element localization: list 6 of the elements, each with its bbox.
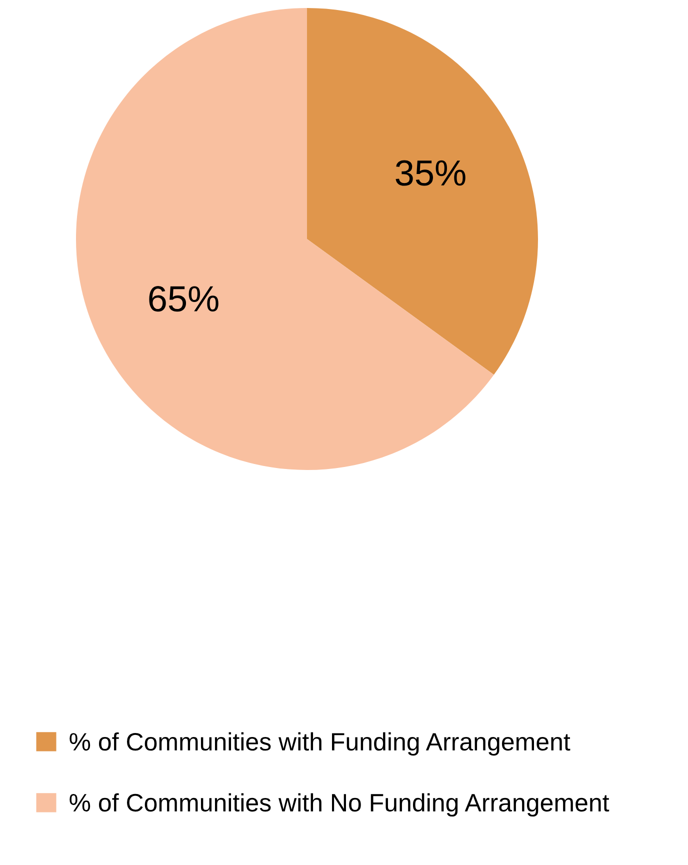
data-label: 65%: [149, 286, 218, 312]
pie-slice: [307, 8, 538, 375]
pie-slice: [76, 8, 494, 470]
data-label: 35%: [396, 160, 466, 186]
legend-label: % of Communities with No Funding Arrangement: [70, 793, 610, 817]
legend-label: % of Communities with Funding Arrangement: [70, 732, 570, 756]
